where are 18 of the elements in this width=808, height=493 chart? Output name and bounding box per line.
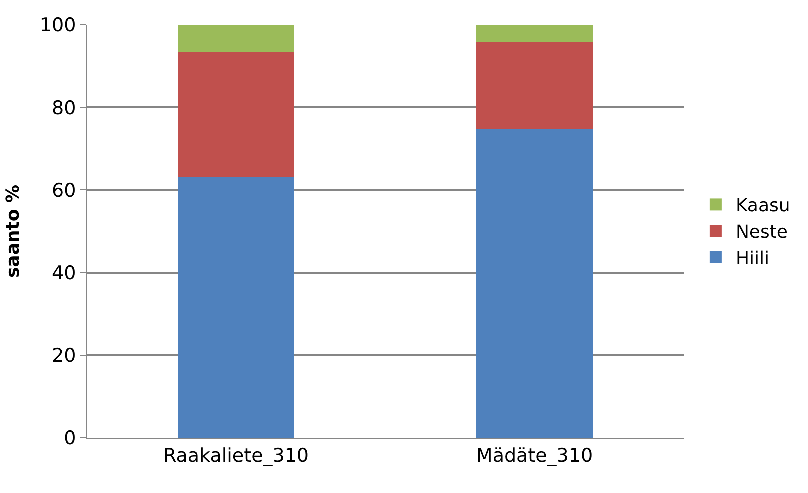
y-tick-label: 40 [52, 262, 76, 284]
y-tick-label: 20 [52, 345, 76, 368]
bar [476, 129, 593, 438]
bar [476, 25, 593, 42]
y-axis-title: saanto % [3, 184, 24, 278]
y-tick-label: 60 [52, 180, 76, 202]
y-tick-label: 0 [64, 428, 76, 450]
x-tick-label: Mädäte_310 [476, 444, 594, 467]
legend-label: Neste [736, 222, 788, 244]
bar [476, 42, 593, 130]
y-tick-label: 80 [52, 97, 76, 120]
legend-label: Hiili [736, 248, 770, 270]
x-tick-label: Raakaliete_310 [163, 444, 310, 467]
bar [178, 176, 294, 438]
legend-label: Kaasu [736, 196, 790, 217]
bar [178, 52, 294, 177]
bar [178, 25, 294, 53]
y-tick-label: 100 [40, 14, 76, 37]
